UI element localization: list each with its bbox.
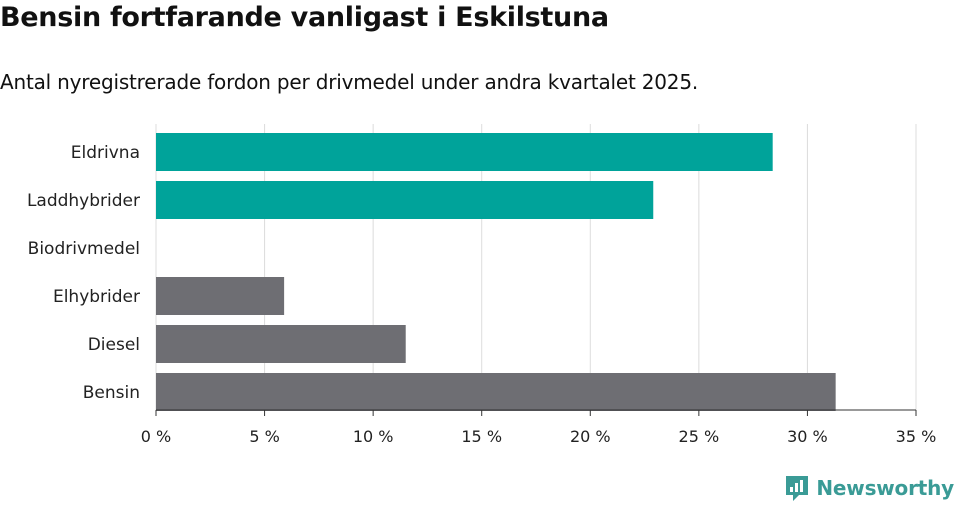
category-label: Biodrivmedel — [28, 239, 140, 259]
x-tick-label: 30 % — [787, 427, 828, 446]
x-axis: 0 % 5 % 10 % 15 % 20 % 25 % 30 % 35 % — [141, 409, 937, 446]
category-label: Eldrivna — [71, 143, 140, 163]
chart-title: Bensin fortfarande vanligast i Eskilstun… — [0, 2, 609, 33]
bar-chart: Eldrivna Laddhybrider Biodrivmedel Elhybrid… — [27, 124, 937, 446]
x-tick-label: 20 % — [570, 427, 611, 446]
category-label: Bensin — [83, 383, 140, 403]
x-tick-label: 0 % — [141, 427, 171, 446]
bar-layer — [156, 133, 836, 411]
x-tick-label: 10 % — [353, 427, 394, 446]
category-label: Diesel — [88, 335, 140, 355]
bar-eldrivna — [156, 133, 773, 171]
bar-elhybrider — [156, 277, 285, 315]
chart-subtitle: Antal nyregistrerade fordon per drivmede… — [0, 70, 699, 94]
x-tick-label: 35 % — [896, 427, 937, 446]
brand-name: Newsworthy — [816, 476, 954, 500]
category-label: Laddhybrider — [27, 191, 140, 211]
x-tick-label: 25 % — [679, 427, 720, 446]
category-labels: Eldrivna Laddhybrider Biodrivmedel Elhybrid… — [27, 143, 140, 403]
category-label: Elhybrider — [53, 287, 140, 307]
x-tick-label: 15 % — [461, 427, 502, 446]
bar-laddhybrider — [156, 181, 654, 219]
bar-bensin — [156, 373, 836, 411]
bar-diesel — [156, 325, 406, 363]
x-tick-label: 5 % — [249, 427, 279, 446]
newsworthy-logo: Newsworthy — [784, 474, 954, 502]
newsworthy-logo-icon — [786, 476, 809, 501]
